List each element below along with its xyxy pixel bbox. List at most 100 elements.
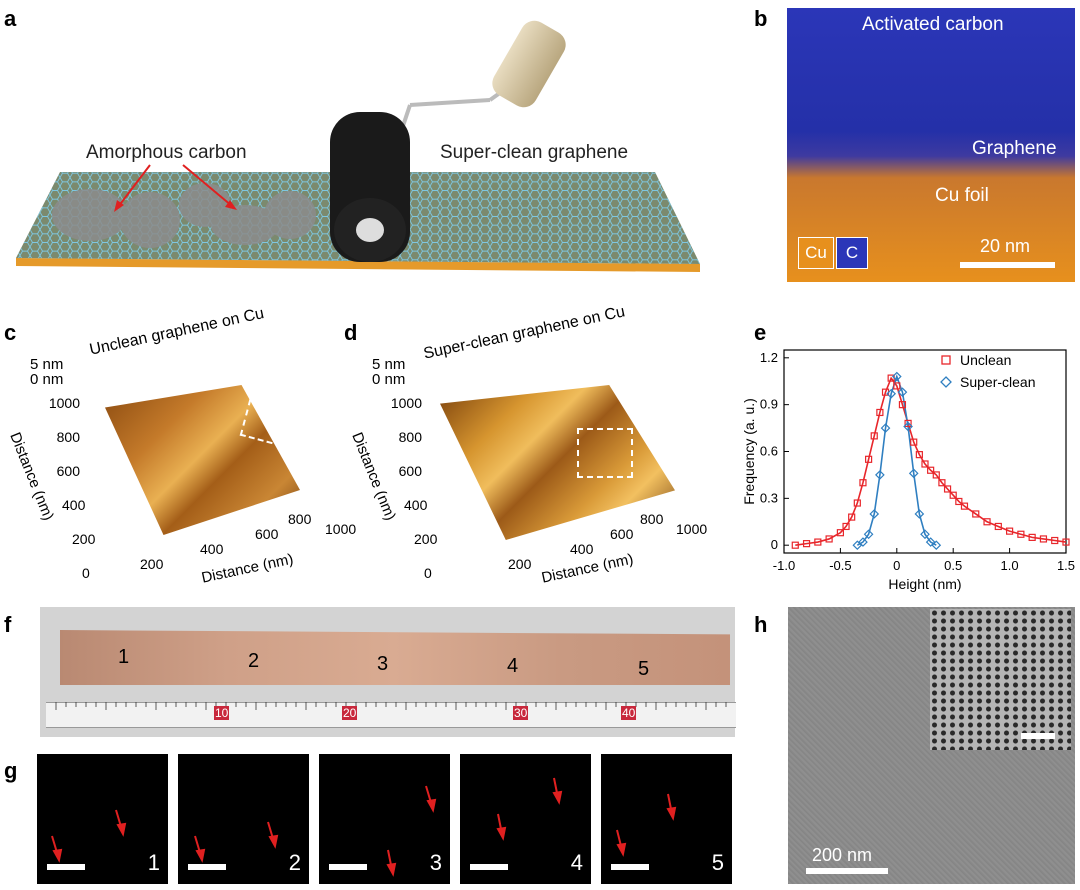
y-axis-label: Frequency (a. u.): [741, 398, 757, 505]
data-point-unclean: [842, 522, 850, 531]
tape-ticks: [55, 702, 727, 710]
fit-curve-unclean: [795, 376, 1067, 546]
legend-marker-super-clean: [940, 376, 952, 388]
scale-bar-inset-h: [1021, 733, 1055, 739]
y-tick-label: 0.9: [760, 397, 778, 412]
y-tick-c: 1000: [48, 395, 80, 411]
roller-handle: [492, 20, 566, 108]
data-point-unclean: [983, 518, 991, 526]
copper-sheet-edge: [16, 258, 700, 272]
dark-field-image-2: 2: [178, 754, 309, 884]
x-tick-c: 600: [255, 526, 279, 542]
data-point-unclean: [932, 471, 940, 479]
foil-number: 4: [507, 655, 519, 677]
amorphous-carbon-label: Amorphous carbon: [86, 142, 247, 163]
panel-label-a: a: [4, 6, 17, 31]
x-axis-label: Height (nm): [888, 576, 961, 592]
super-clean-graphene-label: Super-clean graphene: [440, 142, 629, 163]
y-tick-d: 800: [398, 429, 422, 445]
data-point-unclean: [915, 451, 923, 459]
data-point-unclean: [921, 460, 929, 468]
y-tick-label: 1.2: [760, 350, 778, 365]
data-point-unclean: [898, 401, 907, 409]
y-tick-c: 200: [72, 531, 96, 547]
data-point-unclean: [1028, 533, 1036, 541]
data-point-super-clean: [875, 470, 885, 480]
x-tick-label: 0: [893, 558, 900, 573]
height-distribution-chart: -1.0 -0.5 0 0.5 1.0 1.5 0 0.3 0.6 0.9 1.2 Height (n…: [741, 349, 1075, 592]
legend-cu-box: Cu: [798, 237, 834, 269]
data-point-unclean: [949, 491, 957, 499]
z-bottom-d: 0 nm: [372, 371, 406, 388]
data-point-unclean: [955, 497, 963, 506]
z-bottom-c: 0 nm: [30, 371, 64, 388]
z-top-c: 5 nm: [30, 356, 64, 373]
afm-title-d: Super-clean graphene on Cu: [422, 303, 627, 363]
fit-curve-super-clean: [856, 374, 937, 546]
data-point-unclean: [994, 522, 1002, 531]
data-point-unclean: [802, 540, 811, 548]
x-tick-c: 200: [140, 556, 164, 572]
data-point-super-clean: [908, 468, 919, 479]
y-tick-c: 800: [56, 429, 80, 445]
legend-marker-unclean: [941, 355, 951, 365]
foil-number: 2: [248, 650, 260, 672]
data-point-unclean: [1051, 536, 1059, 545]
x-tick-c: 400: [200, 541, 224, 557]
data-point-super-clean: [925, 537, 936, 547]
panel-label-h: h: [754, 612, 768, 637]
data-point-super-clean: [920, 529, 930, 540]
panel-label-d: d: [344, 320, 358, 345]
data-point-unclean: [864, 455, 873, 463]
x-tick-c: 1000: [325, 521, 357, 537]
z-top-d: 5 nm: [372, 356, 406, 373]
scale-bar-label-h: 200 nm: [812, 845, 873, 865]
scale-bar-label-b: 20 nm: [980, 236, 1031, 256]
x-tick-label: 0.5: [944, 558, 962, 573]
data-point-unclean: [893, 382, 901, 390]
data-point-unclean: [972, 510, 980, 518]
scale-bar-g: [470, 864, 508, 870]
y-ticks-d: 1000 800 600 400 200 0: [374, 386, 438, 590]
panel-label-e: e: [754, 320, 767, 345]
tape-major-label: 40: [621, 706, 637, 720]
cu-foil-label: Cu foil: [935, 185, 989, 206]
copper-foil-strip: [60, 630, 730, 685]
data-point-super-clean: [869, 509, 880, 519]
data-point-unclean: [1039, 535, 1048, 543]
data-point-unclean: [927, 466, 935, 474]
data-point-unclean: [848, 513, 856, 521]
panel-label-c: c: [4, 320, 17, 345]
data-point-unclean: [960, 502, 969, 510]
data-point-super-clean: [914, 509, 925, 519]
scale-bar-g: [188, 864, 226, 870]
data-point-super-clean: [863, 529, 874, 540]
image-number: 1: [147, 850, 160, 875]
scale-bar-h: [806, 868, 888, 874]
data-point-unclean: [1062, 538, 1070, 546]
dark-field-image-3: 3: [319, 754, 450, 884]
activated-carbon-label: Activated carbon: [862, 14, 1004, 35]
data-point-super-clean: [897, 387, 908, 398]
data-point-super-clean: [891, 371, 902, 382]
data-point-unclean: [910, 438, 918, 446]
tape-major-label: 20: [342, 706, 358, 720]
image-number: 4: [570, 850, 583, 875]
y-tick-d: 600: [398, 463, 422, 479]
data-point-unclean: [825, 535, 833, 543]
data-point-super-clean: [886, 388, 897, 399]
image-number: 5: [711, 850, 724, 875]
x-tick-label: 1.5: [1057, 558, 1075, 573]
data-point-super-clean: [880, 423, 891, 433]
legend-label: Super-clean: [960, 374, 1036, 390]
red-arrows-g: [51, 777, 677, 877]
dark-field-image-5: 5: [601, 754, 732, 884]
panel-label-g: g: [4, 758, 18, 783]
y-tick-c: 600: [56, 463, 80, 479]
x-tick-d: 400: [570, 541, 594, 557]
image-number: 3: [429, 850, 442, 875]
scale-bar-g: [47, 864, 85, 870]
eels-map-image: [787, 8, 1075, 282]
y-ticks-c: 1000 800 600 400 200 0: [32, 386, 96, 590]
data-point-unclean: [938, 479, 946, 487]
